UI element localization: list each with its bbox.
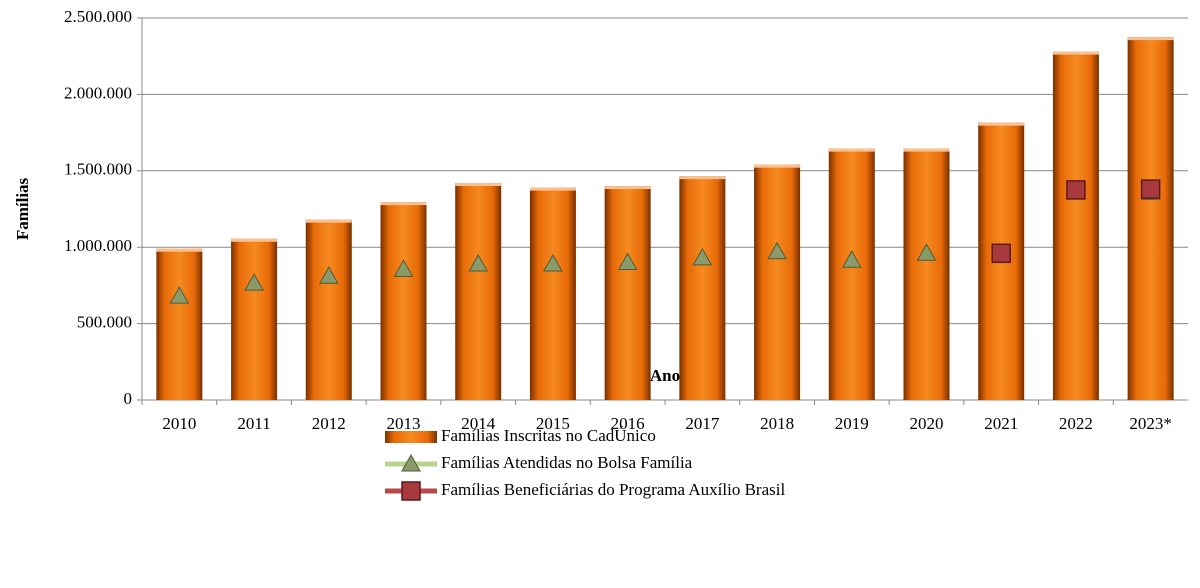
marker	[767, 241, 787, 260]
marker	[916, 243, 937, 261]
bar	[305, 219, 352, 400]
legend-label: Famílias Beneficiárias do Programa Auxíl…	[441, 480, 785, 499]
x-tick-label: 2015	[536, 414, 570, 433]
y-tick-label: 1.500.000	[64, 160, 132, 179]
bar-top	[679, 176, 726, 180]
y-tick-label: 2.500.000	[64, 7, 132, 26]
x-axis-title: Ano	[650, 366, 680, 385]
marker	[468, 253, 489, 272]
bar	[754, 164, 801, 400]
marker	[393, 259, 414, 277]
marker	[244, 273, 264, 291]
x-tick-label: 2017	[685, 414, 720, 433]
x-tick-label: 2013	[387, 414, 421, 433]
legend-label: Famílias Atendidas no Bolsa Família	[441, 453, 693, 472]
x-tick-label: 2020	[910, 414, 944, 433]
marker	[169, 286, 190, 304]
legend-marker	[401, 453, 421, 472]
bar	[679, 176, 726, 400]
marker	[991, 243, 1011, 264]
marker	[841, 250, 862, 268]
bar	[380, 202, 427, 400]
bar	[529, 187, 576, 400]
bar-top	[978, 122, 1025, 126]
bar	[231, 238, 278, 400]
bar-top	[455, 183, 502, 187]
bar	[604, 186, 651, 400]
bar	[903, 148, 950, 400]
bar	[828, 148, 875, 400]
bar-top	[231, 238, 278, 242]
x-tick-label: 2011	[237, 414, 270, 433]
y-axis-title: Famílias	[13, 177, 32, 240]
bar	[156, 248, 203, 400]
marker	[543, 253, 563, 272]
marker	[617, 252, 638, 270]
x-tick-label: 2023*	[1129, 414, 1172, 433]
bar-top	[754, 164, 801, 168]
y-tick-label: 2.000.000	[64, 83, 132, 102]
bar	[1127, 37, 1174, 400]
x-tick-label: 2022	[1059, 414, 1093, 433]
x-tick-label: 2018	[760, 414, 794, 433]
bar-top	[828, 148, 875, 152]
bar	[1052, 51, 1099, 401]
marker	[692, 247, 713, 266]
bar-top	[604, 186, 651, 190]
bar-top	[156, 248, 203, 252]
x-tick-label: 2014	[461, 414, 496, 433]
marker	[318, 266, 339, 284]
marker	[1140, 179, 1161, 199]
bar-top	[305, 219, 352, 223]
bar-top	[903, 148, 950, 152]
bar	[455, 183, 502, 400]
y-tick-label: 500.000	[77, 313, 132, 332]
x-tick-label: 2019	[835, 414, 869, 433]
y-tick-label: 1.000.000	[64, 236, 132, 255]
x-tick-label: 2021	[984, 414, 1018, 433]
bar-top	[529, 187, 576, 191]
legend-swatch	[385, 431, 437, 443]
x-tick-label: 2012	[312, 414, 346, 433]
bar-top	[1127, 37, 1174, 41]
marker	[1066, 180, 1086, 200]
x-tick-label: 2010	[162, 414, 196, 433]
bar-top	[380, 202, 427, 206]
legend-marker	[401, 481, 421, 501]
legend-label: Famílias Inscritas no CadÚnico	[441, 426, 656, 445]
y-tick-label: 0	[124, 389, 133, 408]
bar-top	[1052, 51, 1099, 55]
x-tick-label: 2016	[611, 414, 645, 433]
